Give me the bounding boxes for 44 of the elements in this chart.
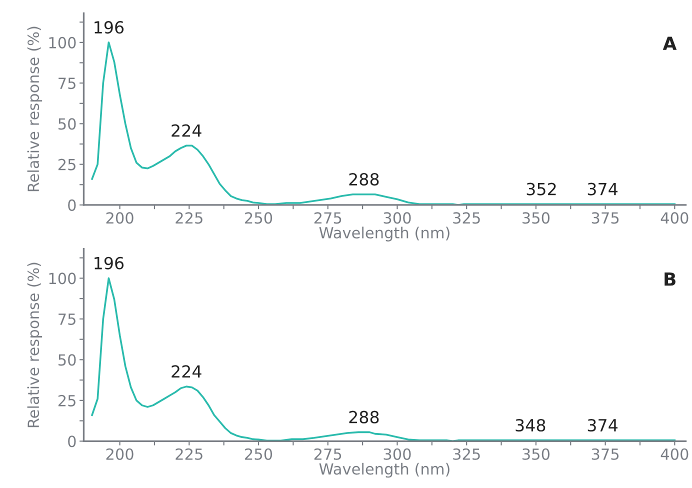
y-tick-label: 75 [58,314,76,325]
x-tick-label: 350 [522,212,550,224]
annotation: 374 [588,182,618,196]
x-tick-label: 375 [592,212,619,224]
x-tick-label: 200 [106,448,134,460]
annotation: 352 [526,182,556,196]
x-tick-label: 225 [176,212,202,224]
y-axis-title: Relative response (%) [27,262,42,428]
x-tick-label: 250 [245,448,272,460]
y-tick-label: 75 [58,78,76,90]
annotation: 288 [349,173,379,186]
x-tick-label: 325 [453,448,480,460]
x-tick-label: 375 [592,448,619,460]
y-tick-label: 25 [58,158,76,170]
y-tick-label: 25 [58,394,76,406]
x-tick-label: 300 [384,212,411,224]
y-tick-label: 100 [49,272,76,284]
x-axis-title: Wavelength (nm) [319,462,450,478]
y-tick-label: 100 [49,36,76,48]
x-tick-label: 400 [660,212,688,224]
annotation: 288 [349,410,379,424]
y-tick-label: 50 [58,354,76,366]
y-tick-label: 50 [58,118,76,130]
x-tick-label: 350 [522,448,550,460]
annotation: 374 [588,418,618,432]
x-tick-label: 225 [176,448,202,460]
annotation: 348 [516,418,546,432]
annotation: 196 [94,21,124,34]
y-axis-title: Relative response (%) [27,26,42,192]
x-axis-title: Wavelength (nm) [319,226,450,242]
x-tick-label: 300 [384,448,411,460]
x-tick-label: 250 [245,212,272,224]
y-tick-label: 0 [68,436,76,448]
annotation: 224 [172,365,202,378]
annotation: B [664,272,676,286]
x-tick-label: 400 [660,448,688,460]
x-tick-label: 275 [314,448,342,460]
x-tick-label: 200 [106,212,134,224]
annotation: A [662,36,677,50]
x-tick-label: 275 [314,212,342,224]
y-tick-label: 0 [68,199,76,211]
annotation: 224 [172,124,202,137]
annotation: 196 [94,256,124,270]
x-tick-label: 325 [453,212,480,224]
